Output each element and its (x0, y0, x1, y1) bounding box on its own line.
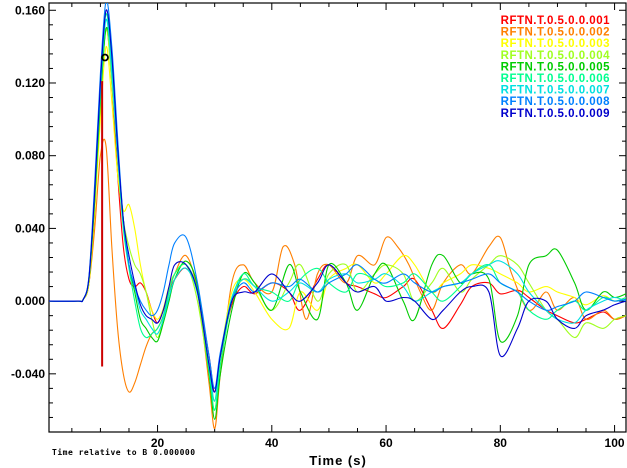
overlay-marks (101, 53, 109, 367)
time-reference-note: Time relative to B 0.000000 (52, 447, 196, 457)
series-line-9 (49, 9, 626, 393)
legend-entry-6: RFTN.T.0.5.0.0.006 (501, 73, 610, 85)
series-line-3 (49, 46, 626, 402)
y-tick-label-2: 0.040 (15, 221, 45, 235)
y-tick-label-5: 0.160 (15, 3, 45, 17)
axis-ticks (49, 3, 626, 432)
axis-tick-labels: 20 40 60 80 100 -0.040 0.000 0.040 0.080 0.120 0.1… (11, 3, 625, 450)
series-line-8 (49, 3, 626, 389)
series-line-2 (49, 138, 626, 429)
legend-entry-5: RFTN.T.0.5.0.0.005 (501, 61, 610, 73)
plot-frame (48, 2, 627, 433)
legend-entry-2: RFTN.T.0.5.0.0.002 (501, 27, 610, 39)
peak-marker (101, 53, 109, 62)
y-tick-label-1: 0.000 (15, 294, 45, 308)
legend-entry-8: RFTN.T.0.5.0.0.008 (501, 96, 610, 108)
legend: RFTN.T.0.5.0.0.001RFTN.T.0.5.0.0.002RFTN… (501, 15, 610, 120)
legend-entry-9: RFTN.T.0.5.0.0.009 (501, 108, 610, 120)
x-tick-label-2: 60 (379, 436, 393, 450)
x-axis-label: Time (s) (309, 453, 367, 468)
legend-entry-1: RFTN.T.0.5.0.0.001 (501, 15, 610, 27)
x-tick-label-4: 100 (605, 436, 625, 450)
series-line-7 (49, 18, 626, 402)
legend-entry-3: RFTN.T.0.5.0.0.003 (501, 38, 610, 50)
y-tick-label-3: 0.080 (15, 149, 45, 163)
x-tick-label-3: 80 (494, 436, 508, 450)
x-tick-label-1: 40 (265, 436, 279, 450)
x-tick-label-0: 20 (151, 436, 165, 450)
legend-entry-4: RFTN.T.0.5.0.0.004 (501, 50, 610, 62)
legend-entry-7: RFTN.T.0.5.0.0.007 (501, 85, 610, 97)
y-tick-label-4: 0.120 (15, 76, 45, 90)
y-tick-label-0: -0.040 (11, 367, 45, 381)
series-lines (49, 3, 626, 429)
